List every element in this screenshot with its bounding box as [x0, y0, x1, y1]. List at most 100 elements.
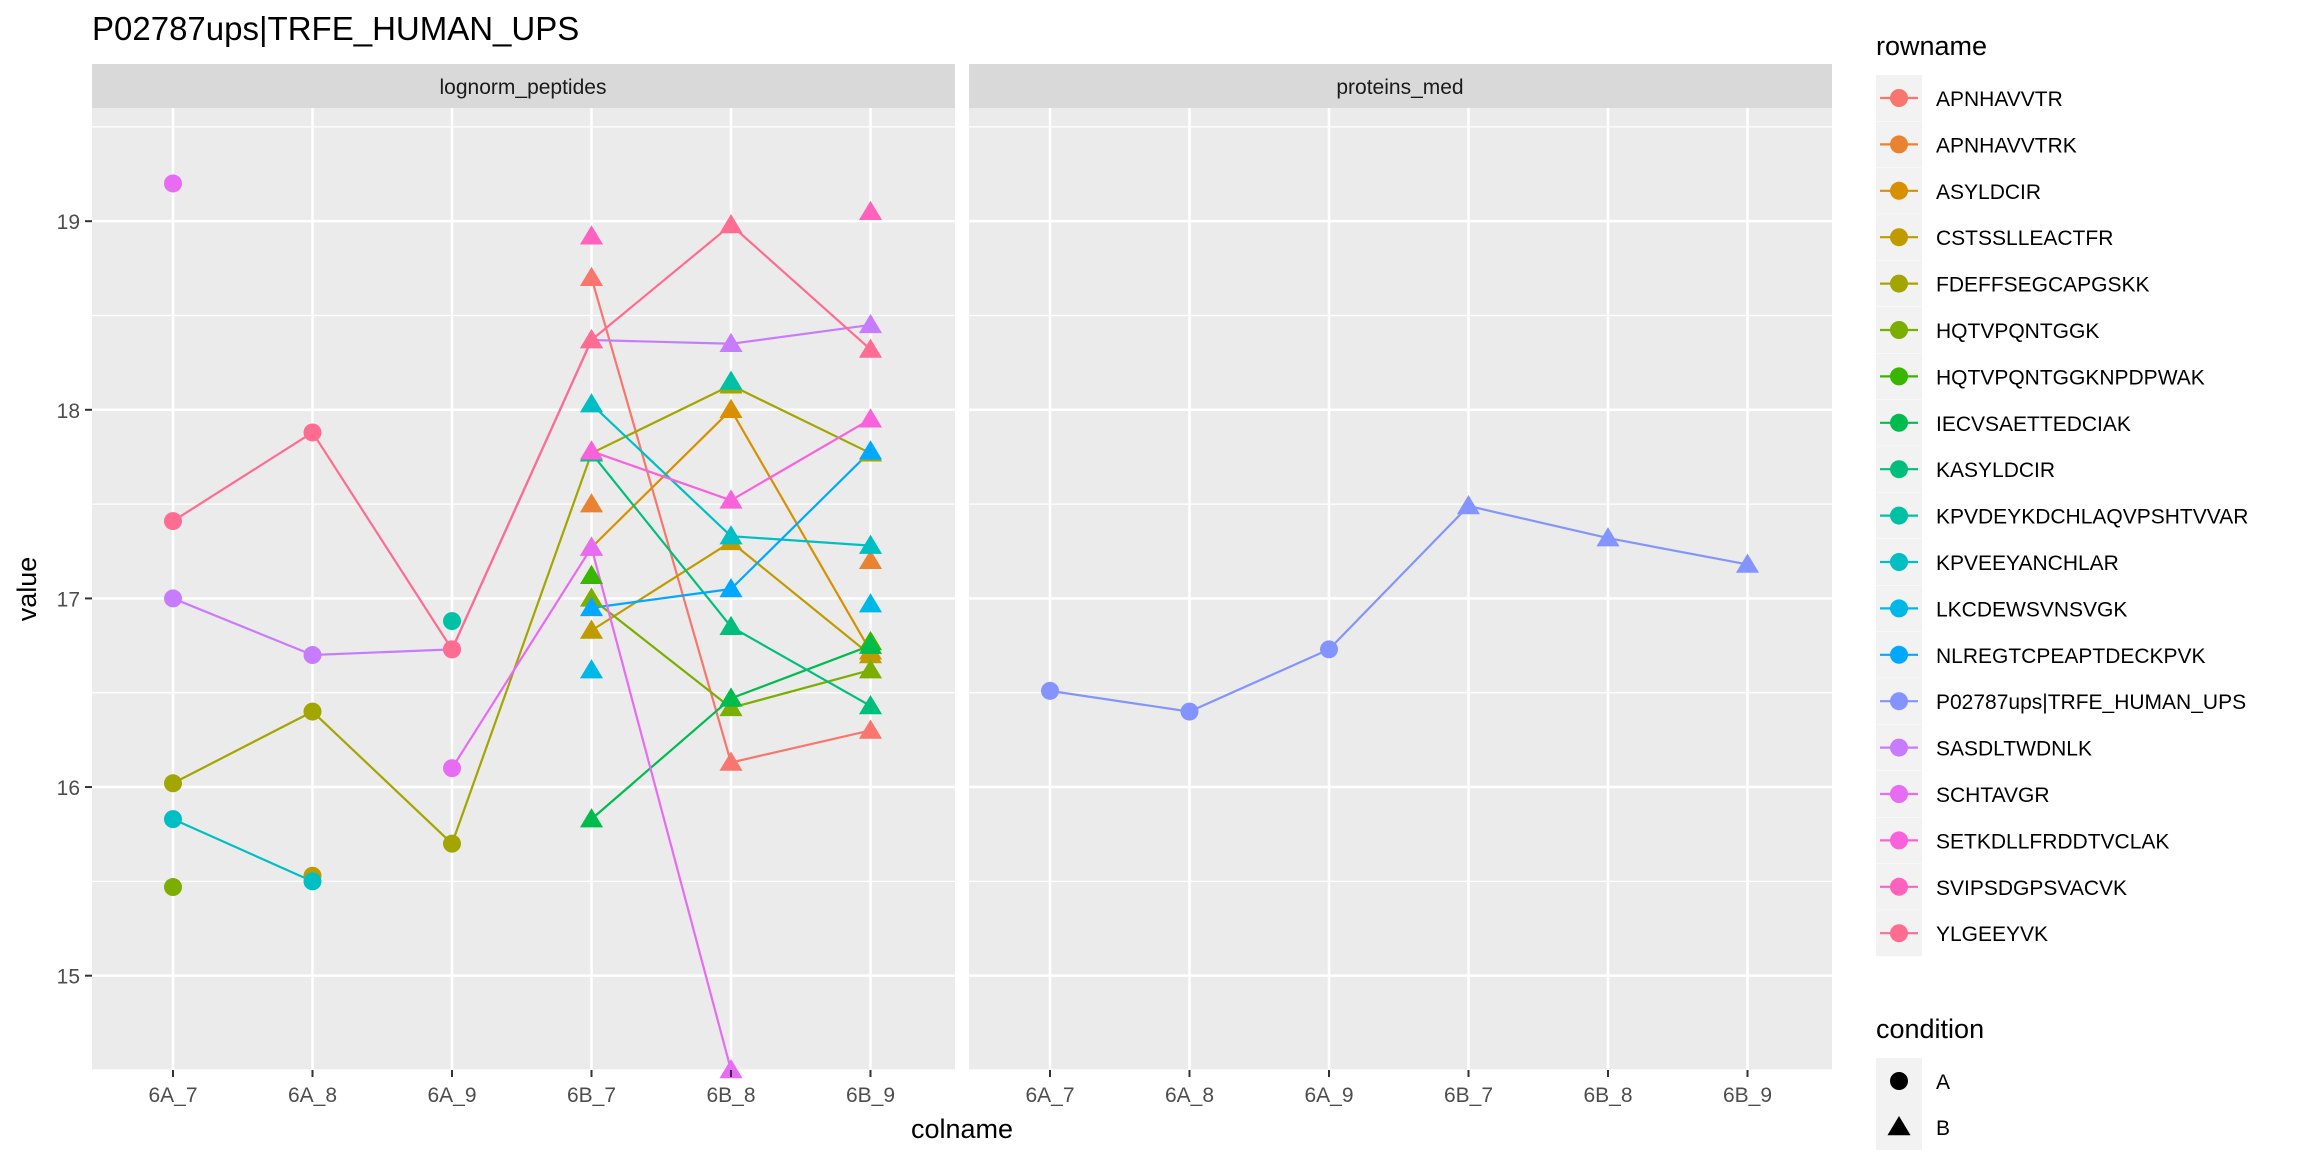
data-point [164, 512, 182, 531]
data-point [719, 213, 743, 234]
y-tick-label: 16 [57, 777, 80, 800]
gridlines-proteins-med [969, 108, 1832, 1071]
legend-label: A [1936, 1071, 1950, 1094]
legend-rowname: APNHAVVTR APNHAVVTRK ASYLDCIR CSTSSLLEACTFR… [1876, 75, 2248, 957]
data-point [579, 536, 604, 556]
data-point [579, 808, 604, 828]
data-point [719, 525, 743, 545]
data-point [579, 440, 604, 460]
data-point [719, 751, 743, 771]
legend-label: SVIPSDGPSVACVK [1936, 877, 2127, 900]
data-point [858, 200, 883, 220]
legend-label: NLREGTCPEAPTDECKPVK [1936, 645, 2206, 668]
data-point [579, 329, 604, 349]
series-line [590, 547, 733, 1071]
series-line [730, 224, 872, 351]
legend-key-point [1890, 135, 1908, 154]
data-point [303, 702, 322, 721]
data-point [858, 634, 883, 654]
legend-label: FDEFFSEGCAPGSKK [1936, 274, 2150, 297]
series-line [730, 535, 871, 547]
legend-key-point [1890, 506, 1908, 525]
legend-key-point [1890, 321, 1908, 339]
x-axis-label: colname [911, 1114, 1013, 1144]
data-point [443, 759, 461, 778]
data-point [579, 266, 604, 287]
panel-background-proteins-med [969, 108, 1832, 1070]
legend-shape [1887, 1116, 1911, 1136]
data-point [579, 596, 604, 617]
data-point [303, 423, 322, 442]
legend-condition-title: condition [1876, 1014, 1984, 1044]
series-line [172, 431, 314, 523]
data-point [164, 878, 182, 897]
data-point [303, 646, 322, 665]
data-point [579, 225, 604, 245]
y-tick-label: 19 [57, 211, 80, 234]
data-point [858, 534, 883, 554]
series-line [730, 644, 871, 700]
legend-label: SASDLTWDNLK [1936, 738, 2092, 761]
legend-label: P02787ups|TRFE_HUMAN_UPS [1936, 691, 2246, 714]
legend-label: SCHTAVGR [1936, 784, 2050, 807]
legend-label: HQTVPQNTGGK [1936, 320, 2099, 343]
series-line [730, 409, 872, 652]
series-line [590, 452, 732, 628]
series-line [590, 403, 732, 537]
series-line [590, 409, 732, 549]
x-tick-label: 6B_7 [567, 1084, 616, 1107]
legend-key-point [1890, 367, 1908, 386]
legend-key-point [1890, 831, 1908, 850]
legend-shape [1890, 1072, 1908, 1090]
x-tick-label: 6A_7 [148, 1084, 197, 1107]
series-line [311, 710, 453, 845]
x-tick-label: 6A_8 [288, 1084, 337, 1107]
series-line [450, 339, 593, 650]
series-line [1328, 505, 1470, 651]
legend-label: IECVSAETTEDCIAK [1936, 413, 2131, 436]
series-line [730, 450, 872, 590]
panel-strip-lognorm-peptides [92, 64, 955, 108]
series-line [591, 450, 732, 502]
legend-key-point [1890, 89, 1908, 107]
legend-label: CSTSSLLEACTFR [1936, 227, 2113, 250]
legend-label: B [1936, 1117, 1950, 1140]
panel-title-lognorm-peptides: lognorm_peptides [440, 76, 607, 99]
data-point [858, 694, 883, 715]
data-point [858, 338, 883, 358]
data-point [443, 612, 461, 631]
legend-key-point [1890, 877, 1908, 896]
y-tick-label: 15 [57, 966, 80, 989]
series-line [312, 648, 453, 657]
series-line [730, 540, 872, 656]
series-line [730, 418, 872, 502]
data-point [1456, 495, 1481, 515]
data-point [719, 332, 743, 353]
legend-condition: AB [1876, 1058, 1950, 1150]
legend-key-point [1890, 599, 1908, 618]
x-tick-label: 6A_7 [1025, 1084, 1074, 1107]
legend-label: SETKDLLFRDDTVCLAK [1936, 830, 2169, 853]
data-point [719, 370, 743, 390]
series-line [591, 587, 732, 609]
data-point [1596, 527, 1620, 547]
legend-key-point [1890, 692, 1908, 711]
data-point [858, 313, 883, 334]
data-point [579, 493, 604, 513]
legend-key-point [1890, 553, 1908, 571]
series-line [730, 729, 871, 764]
data-point [858, 440, 883, 460]
series-line [730, 384, 871, 455]
legend-label: YLGEEYVK [1936, 923, 2048, 946]
series-line [590, 697, 732, 820]
y-axis: 15 16 17 18 19 [57, 211, 92, 989]
series-line [172, 597, 313, 657]
series-line [450, 452, 593, 845]
legend-key-point [1890, 413, 1908, 432]
data-point [579, 659, 604, 679]
legend-label: KASYLDCIR [1936, 459, 2055, 482]
legend-key-point [1890, 738, 1908, 757]
data-point [719, 489, 743, 509]
data-point [579, 564, 604, 585]
legend-rowname-title: rowname [1876, 31, 1987, 61]
